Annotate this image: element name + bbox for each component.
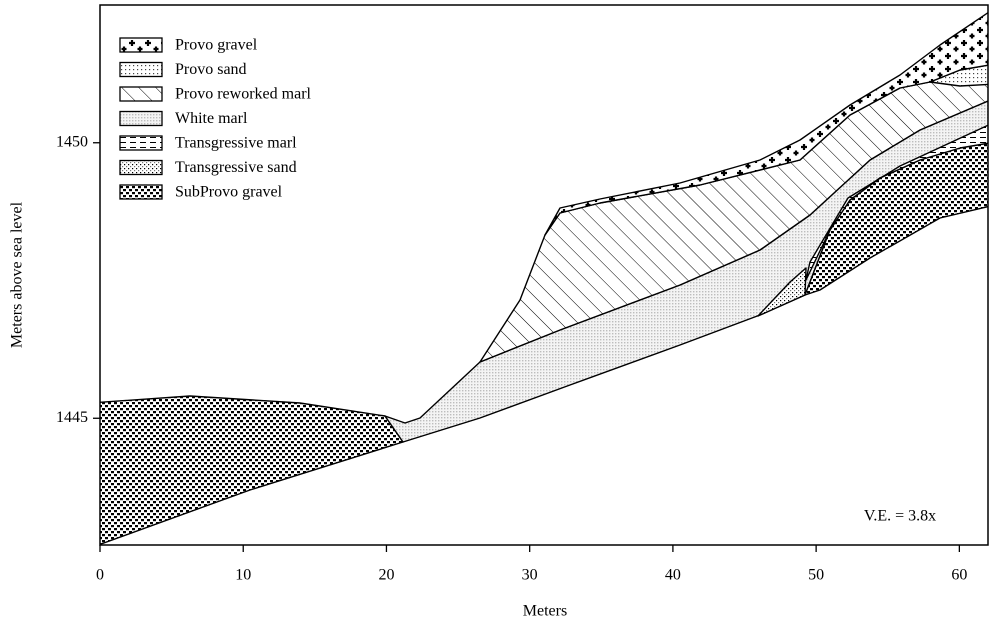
y-axis-label: Meters above sea level: [9, 201, 26, 348]
legend-label: White marl: [175, 110, 248, 127]
legend-swatch: [119, 110, 163, 127]
legend-swatch: [119, 37, 163, 53]
legend-label: Transgressive sand: [175, 159, 297, 176]
legend-label: Transgressive marl: [175, 135, 297, 152]
x-tick-label: 10: [235, 567, 251, 584]
legend-label: Provo sand: [175, 61, 247, 78]
y-tick-label: 1450: [56, 133, 88, 150]
transgressive-marl: [805, 124, 988, 281]
provo-gravel: [544, 11, 988, 236]
x-tick-label: 50: [808, 567, 824, 584]
x-tick-label: 20: [378, 567, 394, 584]
x-tick-label: 40: [665, 567, 681, 584]
x-axis-label: Meters: [523, 603, 567, 620]
annotation: V.E. = 3.8x: [864, 508, 936, 525]
legend-swatch: [119, 61, 163, 78]
y-tick-label: 1445: [56, 409, 88, 426]
x-tick-label: 30: [522, 567, 538, 584]
legend-label: SubProvo gravel: [175, 184, 283, 201]
plot-frame: [99, 4, 989, 546]
x-tick-label: 60: [951, 567, 967, 584]
subprovo-gravel-left: [100, 395, 404, 545]
legend-swatch: [119, 135, 163, 151]
legend-swatch: [119, 86, 163, 102]
legend-swatch: [119, 159, 163, 176]
legend-swatch: [119, 184, 163, 200]
legend-label: Provo reworked marl: [175, 86, 312, 103]
layers: [100, 11, 988, 545]
transgressive-sand: [757, 267, 807, 317]
x-tick-label: 0: [96, 567, 104, 584]
legend-label: Provo gravel: [175, 37, 258, 54]
